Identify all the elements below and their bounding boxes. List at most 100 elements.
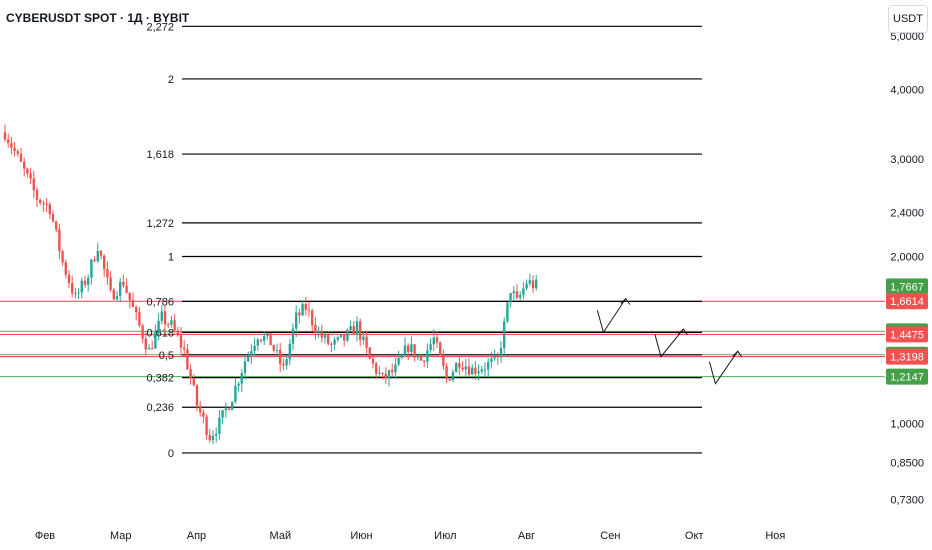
candle-body: [122, 281, 125, 286]
candle-body: [202, 412, 205, 417]
candle-body: [272, 345, 275, 351]
candle-body: [368, 347, 371, 359]
candle-body: [39, 199, 42, 203]
fib-level-label: 2,272: [146, 21, 174, 33]
candle-body: [90, 259, 93, 278]
candle-body: [135, 306, 138, 313]
candle-body: [170, 320, 173, 325]
currency-selector[interactable]: USDT: [888, 5, 928, 33]
candle-body: [467, 366, 471, 375]
candle-body: [477, 371, 480, 374]
candle-body: [250, 351, 253, 356]
price-badge-label: 1,7667: [890, 281, 924, 293]
candle-body: [131, 300, 135, 307]
candle-body: [445, 366, 448, 379]
candle-body: [343, 334, 346, 341]
y-tick-label: 5,0000: [890, 31, 924, 43]
candle-body: [32, 178, 35, 191]
x-tick-label: Фев: [35, 530, 55, 542]
x-tick-label: Сен: [600, 530, 620, 542]
candle-body: [480, 369, 483, 372]
candle-body: [339, 334, 343, 338]
candle-body: [522, 288, 525, 295]
candle-body: [355, 321, 359, 335]
candle-body: [199, 405, 202, 413]
x-tick-label: Авг: [518, 530, 535, 542]
candle-body: [74, 293, 77, 295]
candle-body: [211, 435, 215, 441]
candle-body: [141, 325, 144, 339]
y-tick-label: 2,4000: [890, 208, 924, 220]
price-badge: [886, 368, 928, 385]
candle-body: [221, 410, 224, 418]
candle-body: [160, 311, 163, 321]
candle-body: [435, 337, 439, 343]
candle-body: [224, 408, 227, 411]
candle-body: [503, 321, 506, 348]
candle-body: [7, 139, 10, 143]
candle-body: [439, 342, 442, 355]
fib-level-label: 1,272: [146, 218, 174, 230]
candle-body: [291, 328, 295, 344]
candle-body: [359, 321, 362, 340]
candle-body: [77, 292, 80, 294]
candle-body: [531, 280, 535, 289]
candle-body: [323, 334, 327, 338]
candle-body: [215, 433, 218, 436]
candle-body: [493, 355, 496, 359]
candle-body: [64, 262, 67, 275]
arrow-head: [732, 350, 743, 358]
candle-body: [58, 229, 61, 252]
candle-body: [157, 320, 160, 332]
candle-body: [474, 367, 477, 374]
arrow-drawing: [708, 350, 739, 385]
y-tick-label: 0,7300: [890, 494, 924, 506]
candle-body: [499, 347, 503, 358]
candle-body: [179, 335, 183, 348]
candle-body: [330, 343, 333, 345]
price-badge: [886, 326, 928, 343]
candle-body: [147, 348, 151, 350]
candle-body: [304, 304, 307, 310]
candle-body: [87, 277, 90, 285]
candle-body: [247, 355, 250, 362]
candle-body: [490, 358, 493, 362]
candle-body: [256, 339, 259, 346]
candle-body: [483, 369, 487, 371]
x-tick-label: Июн: [350, 530, 372, 542]
candle-body: [429, 344, 432, 351]
candle-body: [515, 291, 519, 298]
candle-body: [509, 293, 512, 303]
candle-body: [442, 354, 445, 367]
x-tick-label: Июл: [434, 530, 456, 542]
candle-body: [416, 355, 419, 358]
candle-body: [125, 285, 128, 293]
candle-body: [451, 372, 455, 381]
y-tick-label: 3,0000: [890, 154, 924, 166]
candle-body: [192, 378, 195, 386]
fib-level-label: 1,618: [146, 149, 174, 161]
candle-body: [93, 259, 96, 262]
price-badge-label: 1,3198: [890, 352, 924, 364]
y-tick-label: 1,0000: [890, 419, 924, 431]
candle-body: [240, 373, 243, 384]
candle-body: [42, 202, 45, 204]
candle-body: [317, 332, 320, 334]
candle-body: [298, 312, 301, 316]
candle-body: [218, 417, 221, 434]
candle-body: [45, 203, 48, 205]
candle-body: [26, 168, 29, 174]
fib-level-label: 2: [168, 74, 174, 86]
candle-body: [496, 355, 499, 358]
candle-body: [144, 338, 147, 350]
candle-body: [3, 132, 7, 140]
candle-body: [48, 204, 51, 215]
candle-body: [279, 350, 282, 364]
candle-body: [362, 336, 365, 340]
candle-body: [154, 331, 157, 349]
fib-level-label: 0,786: [146, 296, 174, 308]
fib-level-label: 0: [168, 448, 174, 460]
candle-body: [295, 312, 298, 329]
candle-body: [231, 401, 234, 410]
